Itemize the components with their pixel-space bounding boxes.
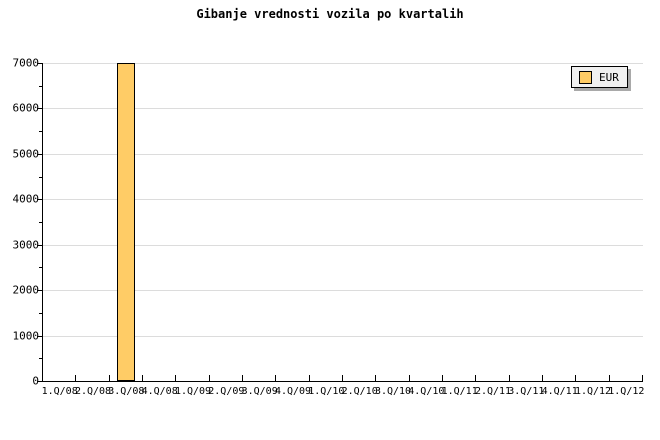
y-axis-tick: [37, 63, 42, 64]
x-axis-tick: [575, 375, 577, 381]
gridline: [43, 199, 643, 201]
x-tick-label: 1.Q/09: [174, 386, 212, 397]
y-tick-label: 4000: [12, 192, 40, 206]
x-tick-label: 4.Q/09: [274, 386, 312, 397]
x-axis-tick: [542, 375, 543, 381]
x-axis-tick: [508, 375, 510, 381]
bar: [117, 63, 136, 381]
x-tick-label: 3.Q/08: [108, 386, 145, 397]
y-tick-label: 7000: [12, 56, 40, 70]
gridline: [43, 244, 643, 246]
x-tick-label: 3.Q/09: [241, 386, 278, 397]
y-tick-label: 1000: [12, 329, 40, 343]
y-axis-minor-tick: [39, 358, 42, 360]
y-axis-tick: [37, 108, 42, 110]
chart-title: Gibanje vrednosti vozila po kvartalih: [196, 7, 464, 21]
y-axis-tick: [37, 381, 42, 382]
x-tick-label: 1.Q/12: [574, 386, 612, 397]
x-tick-label: 1.Q/12: [608, 386, 645, 397]
x-tick-label: 4.Q/08: [141, 386, 178, 397]
plot-area: 0 1000 2000 3000 4000 5000 6000 7000 1.Q/08 2.Q/0…: [13, 58, 645, 398]
y-tick-label: 6000: [12, 101, 40, 115]
y-axis-tick: [37, 335, 42, 337]
y-tick-label: 2000: [12, 283, 40, 297]
x-axis-tick: [408, 375, 410, 381]
x-axis-tick: [175, 375, 177, 381]
y-axis-tick: [37, 199, 42, 201]
x-tick-label: 3.Q/11: [508, 386, 545, 397]
gridline: [43, 63, 643, 64]
y-axis-tick: [37, 290, 42, 292]
x-axis-tick: [375, 375, 377, 381]
x-tick-label: 4.Q/11: [541, 386, 578, 397]
x-axis-tick: [275, 375, 277, 381]
gridline: [43, 108, 643, 110]
y-axis-tick: [37, 153, 42, 155]
y-axis-minor-tick: [39, 131, 42, 133]
x-axis-tick: [442, 375, 443, 381]
x-tick-label: 3.Q/10: [374, 386, 412, 397]
x-axis-tick: [475, 375, 477, 381]
y-axis-minor-tick: [39, 85, 42, 87]
x-axis-tick: [242, 375, 243, 381]
legend-swatch-icon: [579, 70, 592, 84]
x-axis-tick: [108, 375, 110, 381]
x-axis-tick: [642, 375, 643, 381]
x-tick-label: 2.Q/10: [341, 386, 378, 397]
legend: EUR: [571, 66, 628, 88]
y-tick-label: 5000: [12, 147, 40, 161]
y-tick-label: 3000: [12, 238, 40, 252]
x-axis-tick: [608, 375, 610, 381]
legend-label: EUR: [599, 70, 619, 84]
x-tick-label: 1.Q/11: [441, 386, 478, 397]
x-tick-label: 2.Q/11: [474, 386, 512, 397]
x-axis-tick: [75, 375, 77, 381]
x-tick-label: 1.Q/08: [41, 386, 78, 397]
y-axis-minor-tick: [39, 222, 42, 223]
x-axis-tick: [342, 375, 343, 381]
x-tick-label: 4.Q/10: [408, 386, 445, 397]
gridline: [43, 153, 643, 155]
x-tick-label: 2.Q/08: [74, 386, 112, 397]
y-axis-minor-tick: [39, 267, 42, 269]
y-axis-tick: [37, 244, 42, 246]
gridline: [43, 290, 643, 292]
y-axis-minor-tick: [39, 176, 42, 178]
y-tick-label: 0: [32, 374, 39, 388]
y-axis-minor-tick: [39, 312, 42, 314]
x-axis-tick: [208, 375, 210, 381]
x-axis-tick: [308, 375, 310, 381]
x-tick-label: 2.Q/09: [208, 386, 245, 397]
gridline: [43, 335, 643, 337]
x-tick-label: 1.Q/10: [308, 386, 345, 397]
x-axis-tick: [142, 375, 143, 381]
